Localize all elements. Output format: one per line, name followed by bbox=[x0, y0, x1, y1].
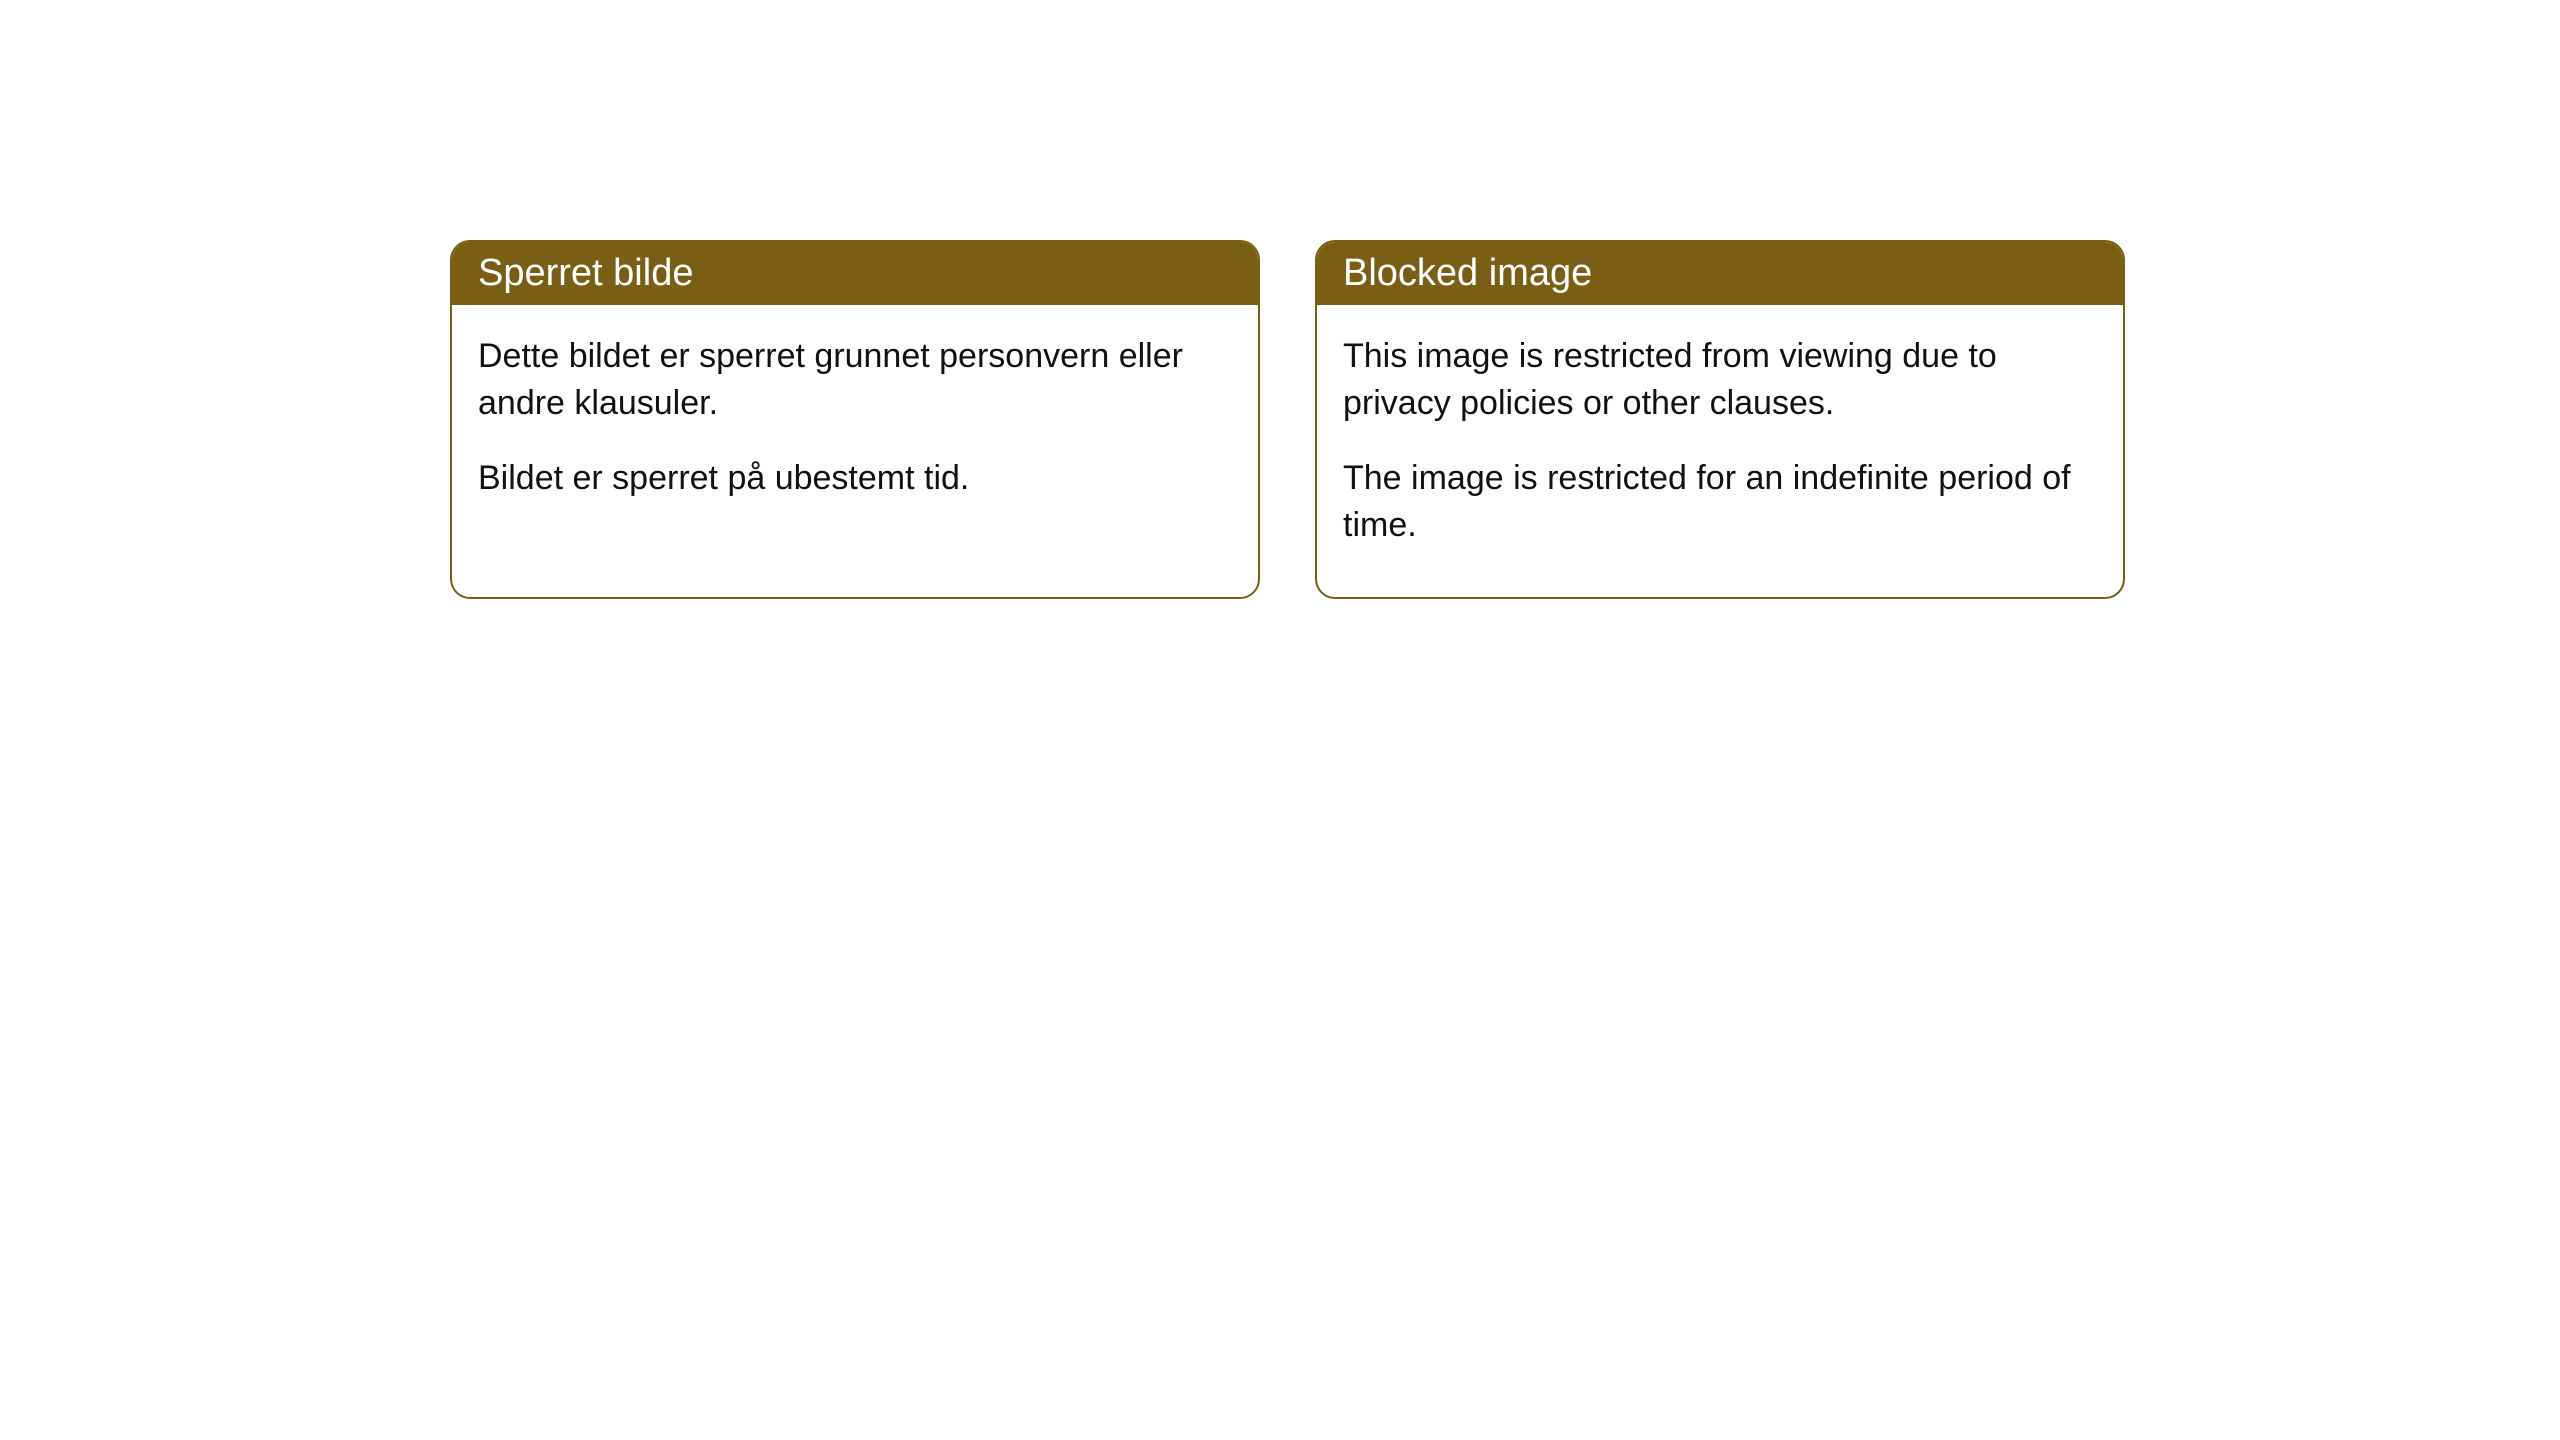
card-paragraph-2-norwegian: Bildet er sperret på ubestemt tid. bbox=[478, 455, 1232, 502]
card-body-norwegian: Dette bildet er sperret grunnet personve… bbox=[452, 305, 1258, 550]
cards-container: Sperret bilde Dette bildet er sperret gr… bbox=[450, 240, 2125, 599]
card-paragraph-1-norwegian: Dette bildet er sperret grunnet personve… bbox=[478, 333, 1232, 427]
card-title-norwegian: Sperret bilde bbox=[478, 252, 693, 294]
card-norwegian: Sperret bilde Dette bildet er sperret gr… bbox=[450, 240, 1260, 599]
card-title-english: Blocked image bbox=[1343, 252, 1592, 294]
card-paragraph-2-english: The image is restricted for an indefinit… bbox=[1343, 455, 2097, 549]
card-body-english: This image is restricted from viewing du… bbox=[1317, 305, 2123, 597]
card-english: Blocked image This image is restricted f… bbox=[1315, 240, 2125, 599]
card-header-norwegian: Sperret bilde bbox=[452, 242, 1258, 305]
card-paragraph-1-english: This image is restricted from viewing du… bbox=[1343, 333, 2097, 427]
card-header-english: Blocked image bbox=[1317, 242, 2123, 305]
